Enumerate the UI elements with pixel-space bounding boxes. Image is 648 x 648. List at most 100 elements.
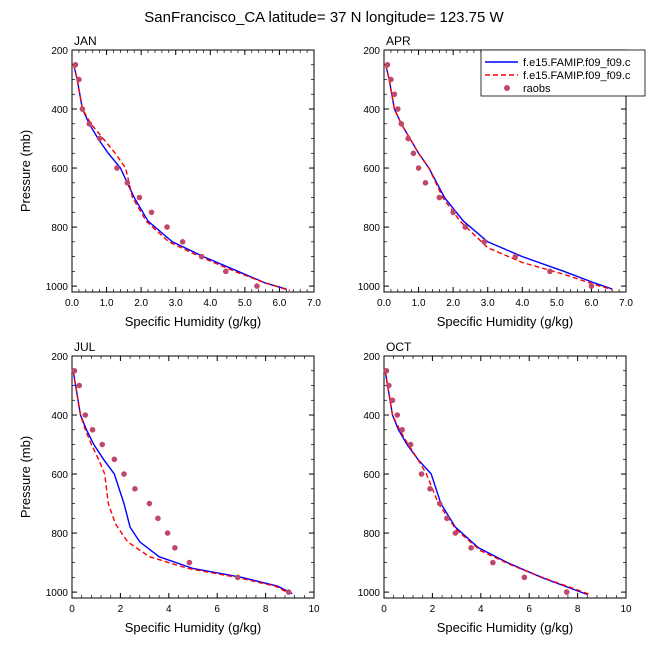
raobs-point [391,91,398,98]
raobs-point [427,486,433,492]
y-tick-label: 200 [363,46,380,57]
raobs-point [82,412,89,418]
raobs-point [89,426,96,433]
series-line-dashed [72,370,291,595]
plot-frame [71,49,315,293]
raobs-point [234,574,241,581]
x-tick-label: 0.0 [377,298,391,309]
panel-oct: OCT 0 2 4 6 8 10 200 400 600 800 1000 Specific Humid… [358,340,632,635]
x-tick-label: 0.0 [65,298,79,309]
x-tick-label: 6 [214,604,220,615]
y-axis-label: Pressure (mb) [18,130,33,212]
raobs-point [146,500,153,507]
raobs-point [76,382,83,389]
y-tick-label: 600 [51,164,68,175]
series-line-solid [385,64,613,290]
series-line-dashed [385,64,613,291]
raobs-point [79,106,86,112]
raobs-point [132,486,138,492]
series-line-solid [384,370,588,596]
x-axis-label: Specific Humidity (g/kg) [437,314,574,329]
x-tick-label: 7.0 [307,298,321,309]
legend: f.e15.FAMIP.f09_f09.c f.e15.FAMIP.f09_f0… [480,49,646,97]
raobs-point [481,239,488,245]
y-tick-label: 1000 [358,282,381,293]
x-tick-label: 8 [263,604,269,615]
raobs-point [422,180,429,186]
y-tick-label: 200 [363,352,380,363]
y-tick-label: 800 [51,529,68,540]
raobs-point [164,224,170,230]
x-tick-label: 4 [478,604,484,615]
y-tick-label: 600 [363,164,380,175]
legend-label-3: raobs [523,83,551,95]
x-axis-label: Specific Humidity (g/kg) [125,620,262,635]
raobs-point [410,150,417,157]
y-tick-label: 600 [51,470,68,481]
x-tick-label: 3.0 [169,298,183,309]
x-tick-label: 6 [526,604,532,615]
legend-label-2: f.e15.FAMIP.f09_f09.c [523,70,631,82]
series-line-solid [73,64,287,290]
x-tick-label: 5.0 [238,298,252,309]
x-tick-label: 1.0 [412,298,426,309]
x-tick-label: 4.0 [203,298,217,309]
y-tick-label: 400 [51,411,68,422]
raobs-point [148,209,155,216]
y-tick-label: 1000 [46,588,69,599]
raobs-point [155,515,161,522]
raobs-point [384,61,391,68]
raobs-point [415,165,422,171]
raobs-point [405,135,412,142]
raobs-point [399,426,405,433]
raobs-point [223,268,229,275]
x-tick-label: 3.0 [481,298,495,309]
raobs-point [512,253,519,260]
raobs-point [114,165,120,171]
y-tick-label: 1000 [46,282,69,293]
raobs-point [124,180,131,186]
y-tick-label: 200 [51,46,68,57]
raobs-point [386,382,392,389]
panel-title-jan: JAN [74,34,97,48]
panel-jan: JAN 0.0 1.0 2.0 3.0 4.0 5.0 6.0 7.0 200 400 600 800 1… [18,34,321,329]
y-tick-label: 600 [363,470,380,481]
raobs-point [121,471,127,477]
raobs-point [72,61,79,68]
series-line-dashed [384,370,590,596]
x-tick-label: 6.0 [272,298,286,309]
panel-title-apr: APR [386,34,411,48]
raobs-point [452,530,459,536]
x-tick-label: 8 [575,604,581,615]
raobs-point [407,441,414,448]
raobs-point [547,268,553,275]
x-tick-label: 6.0 [584,298,598,309]
x-tick-label: 10 [620,604,632,615]
x-tick-label: 7.0 [619,298,633,309]
x-tick-label: 5.0 [550,298,564,309]
raobs-point [395,106,401,112]
raobs-point [418,471,425,477]
raobs-point [388,76,394,83]
y-tick-label: 800 [51,223,68,234]
legend-label-1: f.e15.FAMIP.f09_f09.c [523,57,631,69]
y-axis-label: Pressure (mb) [18,436,33,518]
y-tick-label: 200 [51,352,68,363]
legend-marker-raobs [504,85,510,91]
x-tick-label: 2 [430,604,436,615]
x-axis-label: Specific Humidity (g/kg) [437,620,574,635]
y-tick-label: 400 [363,411,380,422]
raobs-point [444,515,450,522]
raobs-point [468,545,474,551]
raobs-point [186,559,193,566]
series-line-dashed [73,64,291,292]
plot-frame [71,355,315,599]
raobs-point [285,589,292,595]
panel-title-jul: JUL [74,340,96,354]
x-tick-label: 10 [308,604,320,615]
raobs-point [96,135,103,142]
raobs-point [436,500,443,507]
raobs-point [436,194,443,201]
raobs-point [99,441,106,448]
